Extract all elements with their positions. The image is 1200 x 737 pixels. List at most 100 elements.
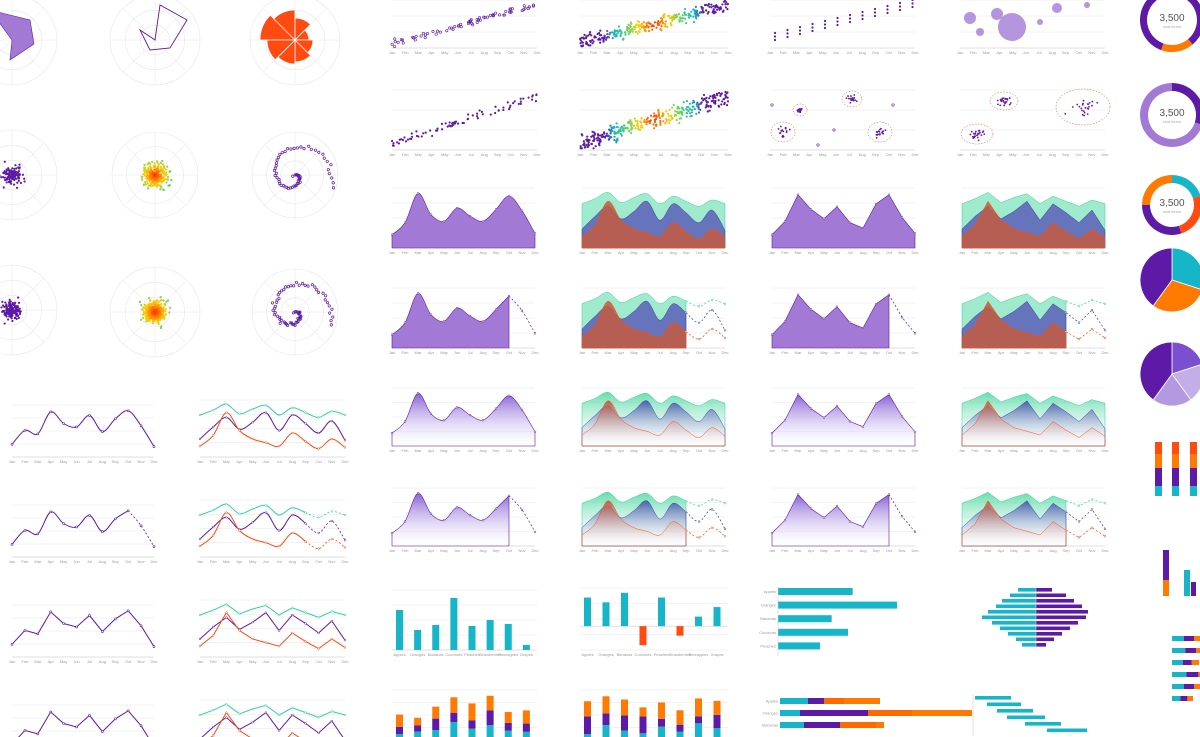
stacked-area-chart-straight-3: Jan Feb Mar Apr May Jun Jul Aug Sep Oct Nov Dec [959,487,1109,553]
scatter-point [878,130,881,133]
x-tick-label: Apr [48,559,55,564]
x-tick-label: Nov [1088,448,1095,453]
area-point [1103,527,1107,531]
line-point [277,645,281,648]
line-point [291,613,294,617]
area-forecast-line [1065,309,1106,331]
area-point [835,205,839,208]
bar-category-label: Bananas [617,652,633,657]
x-tick-label: Sep [684,50,692,55]
x-tick-label: Sep [492,350,500,355]
x-tick-label: Mar [793,50,801,55]
area-point [416,192,420,195]
spiral-point [297,283,301,287]
area-point [416,492,420,495]
scatter-point [448,121,451,124]
scatter-point [396,141,399,144]
scatter-point [12,303,16,306]
x-tick-label: Jul [657,250,662,255]
bar-category-label: Grapes [520,652,533,657]
line-point [126,509,130,513]
scatter-point [726,8,729,11]
scatter-point [451,27,455,31]
strip-point [911,0,914,2]
scatter-point [162,316,165,319]
area-point [1103,329,1107,332]
line-series-forecast [305,510,346,518]
x-tick-label: Sep [872,448,880,453]
scatter-point [705,9,708,12]
x-tick-label: Nov [898,350,905,355]
line-point [251,721,254,724]
scatter-point [853,97,856,99]
stacked-bar-segment [713,700,721,715]
x-tick-label: Mar [795,350,803,355]
scatter-point [2,176,5,179]
bar [584,597,591,627]
scatter-point [5,303,8,306]
scatter-point [726,2,730,6]
scatter-point [712,8,715,11]
area-point [809,308,813,311]
line-point [10,642,14,646]
x-tick-label: Feb [210,659,218,664]
scatter-point [683,7,687,11]
scatter-point [706,110,709,113]
x-tick-label: Jan [579,350,585,355]
x-tick-label: Apr [428,50,435,55]
x-tick-label: Dec [1101,152,1108,157]
scatter-point [634,26,637,29]
x-tick-label: Mar [415,250,423,255]
scatter-point [157,184,160,187]
scatter-point [587,141,590,144]
stacked-bar-segment [780,698,808,704]
area-point [848,420,852,423]
stacked-area-chart-straight-1: Jan Feb Mar Apr May Jun Jul Aug Sep Oct Nov Dec [959,287,1109,355]
area-point [913,332,917,335]
scatter-point [431,134,434,138]
scatter-point [13,169,16,173]
spiral-point [274,161,279,165]
bar [1184,570,1190,596]
scatter-point [639,120,642,123]
x-tick-label: Oct [1076,350,1083,355]
spiral-point [276,155,280,159]
area-point [481,519,485,522]
scatter-point [4,173,8,176]
scatter-point [152,319,155,322]
stacked-bar-segment [1172,636,1184,641]
bar [695,616,702,627]
scatter-point [153,177,156,180]
scatter-point [519,100,522,103]
x-tick-label: May [1009,152,1017,157]
line-point [23,529,27,532]
line-point [101,730,104,733]
x-tick-label: Oct [886,152,893,157]
scatter-point [143,181,147,184]
scatter-point [878,133,881,136]
line-series-forecast [127,510,155,547]
polar-spiral-chart-1 [251,131,339,219]
scatter-point [720,103,723,106]
scatter-point [882,132,885,135]
line-point [251,537,254,541]
area-point [710,508,714,511]
line-point [49,610,53,614]
x-tick-label: Nov [328,559,335,564]
bar [778,601,897,609]
spiral-point [278,291,282,295]
scatter-point [158,163,161,166]
x-tick-label: Mar [223,559,231,564]
scatter-point [160,180,163,183]
scatter-point [1096,101,1099,104]
bar-category-label: Coconuts [635,652,652,657]
donut-segment [1142,205,1182,235]
scatter-point [653,120,657,123]
line-point [212,409,215,412]
scatter-point [508,8,512,12]
stacked-bar-segment [824,698,844,704]
spiral-point [270,301,275,305]
scatter-point [682,109,685,112]
scatter-point [142,183,145,186]
x-tick-label: Dec [721,448,728,453]
